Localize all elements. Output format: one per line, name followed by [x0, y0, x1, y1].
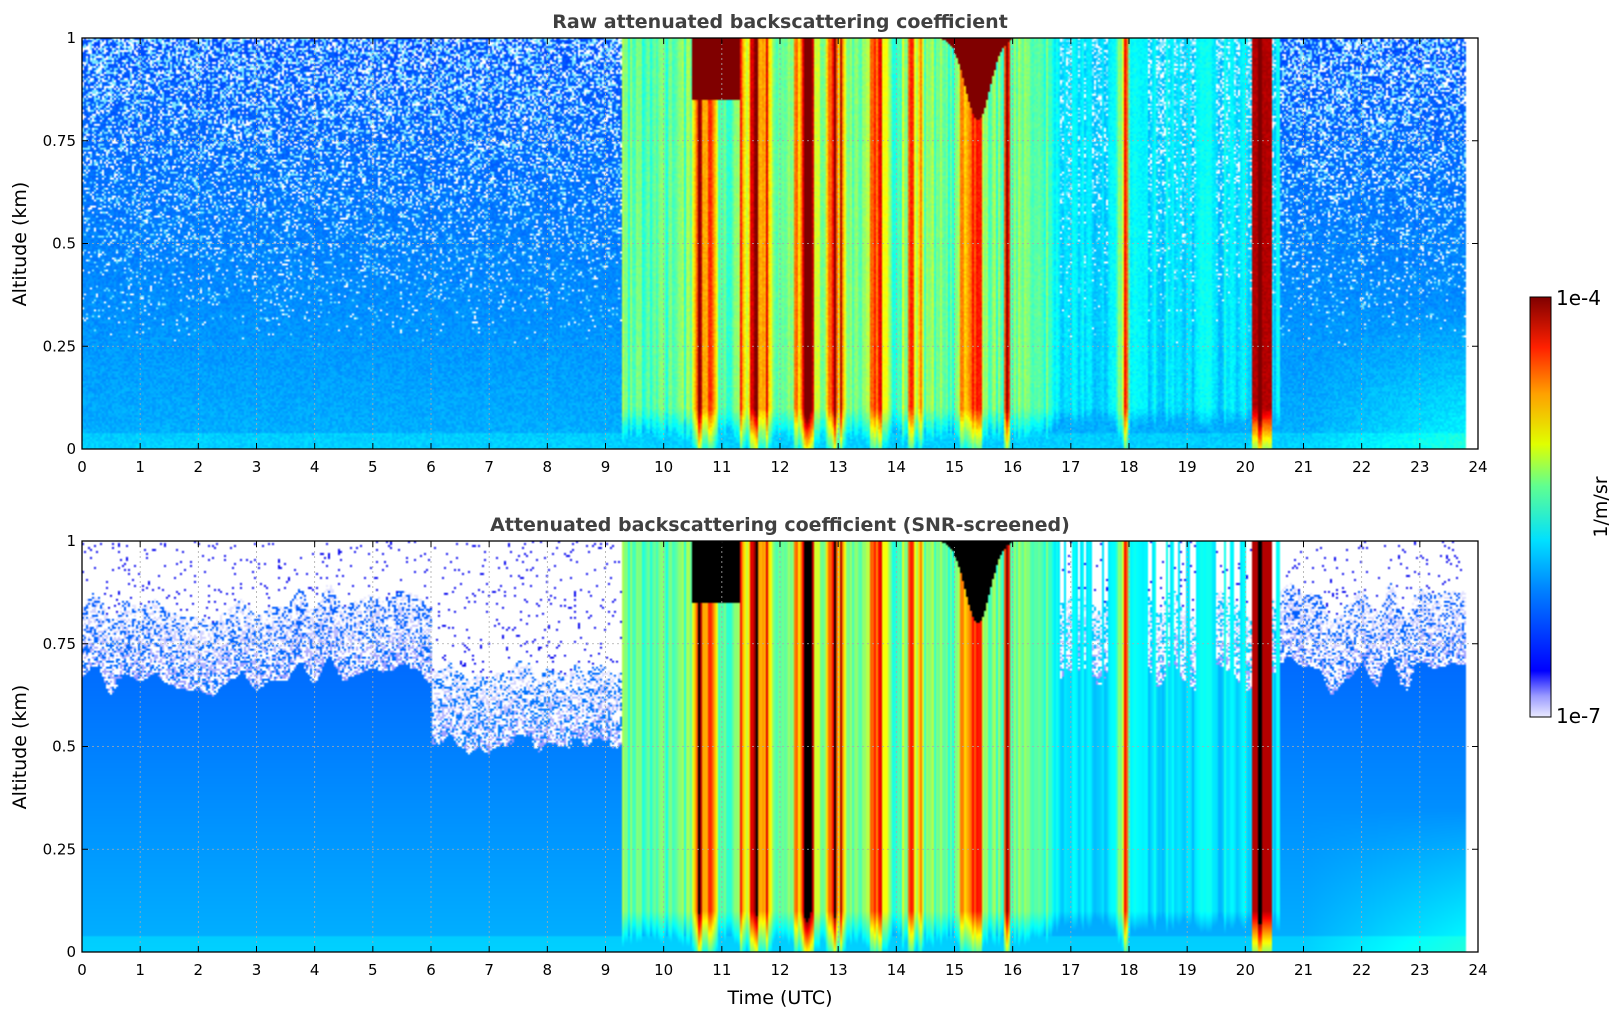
x-tick-label: 14 — [887, 458, 906, 476]
x-tick-label: 17 — [1061, 961, 1080, 979]
x-tick-label: 12 — [770, 961, 789, 979]
x-tick-label: 18 — [1119, 458, 1138, 476]
raw-grid — [82, 38, 1478, 449]
x-tick-label: 19 — [1178, 458, 1197, 476]
raw-y-axis-label: Altitude (km) — [9, 182, 31, 307]
x-tick-label: 16 — [1003, 961, 1022, 979]
x-tick-label: 22 — [1352, 458, 1371, 476]
x-tick-label: 20 — [1236, 458, 1255, 476]
x-tick-label: 11 — [712, 458, 731, 476]
x-tick-label: 9 — [601, 458, 611, 476]
x-tick-label: 20 — [1236, 961, 1255, 979]
x-tick-label: 7 — [484, 961, 494, 979]
x-tick-label: 6 — [426, 961, 436, 979]
y-tick-label: 0.5 — [52, 738, 76, 756]
y-tick-label: 0 — [66, 943, 76, 961]
x-tick-label: 14 — [887, 961, 906, 979]
x-tick-label: 0 — [77, 961, 87, 979]
screened-grid — [82, 541, 1478, 952]
screened-y-axis-label: Altitude (km) — [9, 685, 31, 810]
colorbar-min-label: 1e-7 — [1556, 704, 1601, 728]
x-tick-label: 23 — [1410, 458, 1429, 476]
raw-x-ticks: 0 1 2 3 4 5 6 7 8 9 10 11 12 13 14 15 16 17 18 19 20 21 22 23 24 — [77, 38, 1488, 476]
y-tick-label: 1 — [66, 29, 76, 47]
x-tick-label: 6 — [426, 458, 436, 476]
raw-panel-title: Raw attenuated backscattering coefficien… — [552, 11, 1008, 33]
x-tick-label: 16 — [1003, 458, 1022, 476]
x-tick-label: 10 — [654, 458, 673, 476]
x-tick-label: 18 — [1119, 961, 1138, 979]
x-tick-label: 15 — [945, 458, 964, 476]
x-tick-label: 23 — [1410, 961, 1429, 979]
y-tick-label: 0.5 — [52, 235, 76, 253]
x-tick-label: 8 — [543, 961, 553, 979]
x-tick-label: 13 — [829, 458, 848, 476]
y-tick-label: 0.75 — [43, 635, 76, 653]
x-tick-label: 7 — [484, 458, 494, 476]
x-tick-label: 24 — [1468, 458, 1487, 476]
x-tick-label: 2 — [194, 961, 204, 979]
x-tick-label: 19 — [1178, 961, 1197, 979]
x-tick-label: 2 — [194, 458, 204, 476]
x-tick-label: 11 — [712, 961, 731, 979]
colorbar-unit-label: 1/m/sr — [1590, 476, 1612, 537]
x-tick-label: 9 — [601, 961, 611, 979]
x-tick-label: 4 — [310, 961, 320, 979]
raw-backscatter-panel: Raw attenuated backscattering coefficien… — [9, 11, 1488, 476]
y-tick-label: 0.75 — [43, 132, 76, 150]
colorbar: 1e-4 1e-7 1/m/sr — [1529, 286, 1612, 728]
x-tick-label: 3 — [252, 961, 262, 979]
x-tick-label: 22 — [1352, 961, 1371, 979]
screened-backscatter-panel: Attenuated backscattering coefficient (S… — [9, 514, 1488, 1009]
screened-x-ticks: 0 1 2 3 4 5 6 7 8 9 10 11 12 13 14 15 16 17 18 19 20 21 22 23 24 — [77, 541, 1488, 979]
x-tick-label: 8 — [543, 458, 553, 476]
screened-y-ticks: 0 0.25 0.5 0.75 1 — [43, 532, 1478, 961]
screened-x-axis-label: Time (UTC) — [726, 987, 832, 1009]
raw-y-ticks: 0 0.25 0.5 0.75 1 — [43, 29, 1478, 458]
y-tick-label: 0.25 — [43, 337, 76, 355]
x-tick-label: 24 — [1468, 961, 1487, 979]
x-tick-label: 10 — [654, 961, 673, 979]
x-tick-label: 5 — [368, 961, 378, 979]
x-tick-label: 17 — [1061, 458, 1080, 476]
x-tick-label: 4 — [310, 458, 320, 476]
x-tick-label: 3 — [252, 458, 262, 476]
x-tick-label: 21 — [1294, 961, 1313, 979]
x-tick-label: 21 — [1294, 458, 1313, 476]
x-tick-label: 13 — [829, 961, 848, 979]
colorbar-gradient — [1529, 296, 1552, 718]
x-tick-label: 5 — [368, 458, 378, 476]
y-tick-label: 1 — [66, 532, 76, 550]
colorbar-max-label: 1e-4 — [1556, 286, 1601, 310]
y-tick-label: 0.25 — [43, 840, 76, 858]
screened-panel-title: Attenuated backscattering coefficient (S… — [490, 514, 1070, 536]
y-tick-label: 0 — [66, 440, 76, 458]
x-tick-label: 12 — [770, 458, 789, 476]
x-tick-label: 1 — [135, 458, 145, 476]
x-tick-label: 1 — [135, 961, 145, 979]
x-tick-label: 15 — [945, 961, 964, 979]
x-tick-label: 0 — [77, 458, 87, 476]
